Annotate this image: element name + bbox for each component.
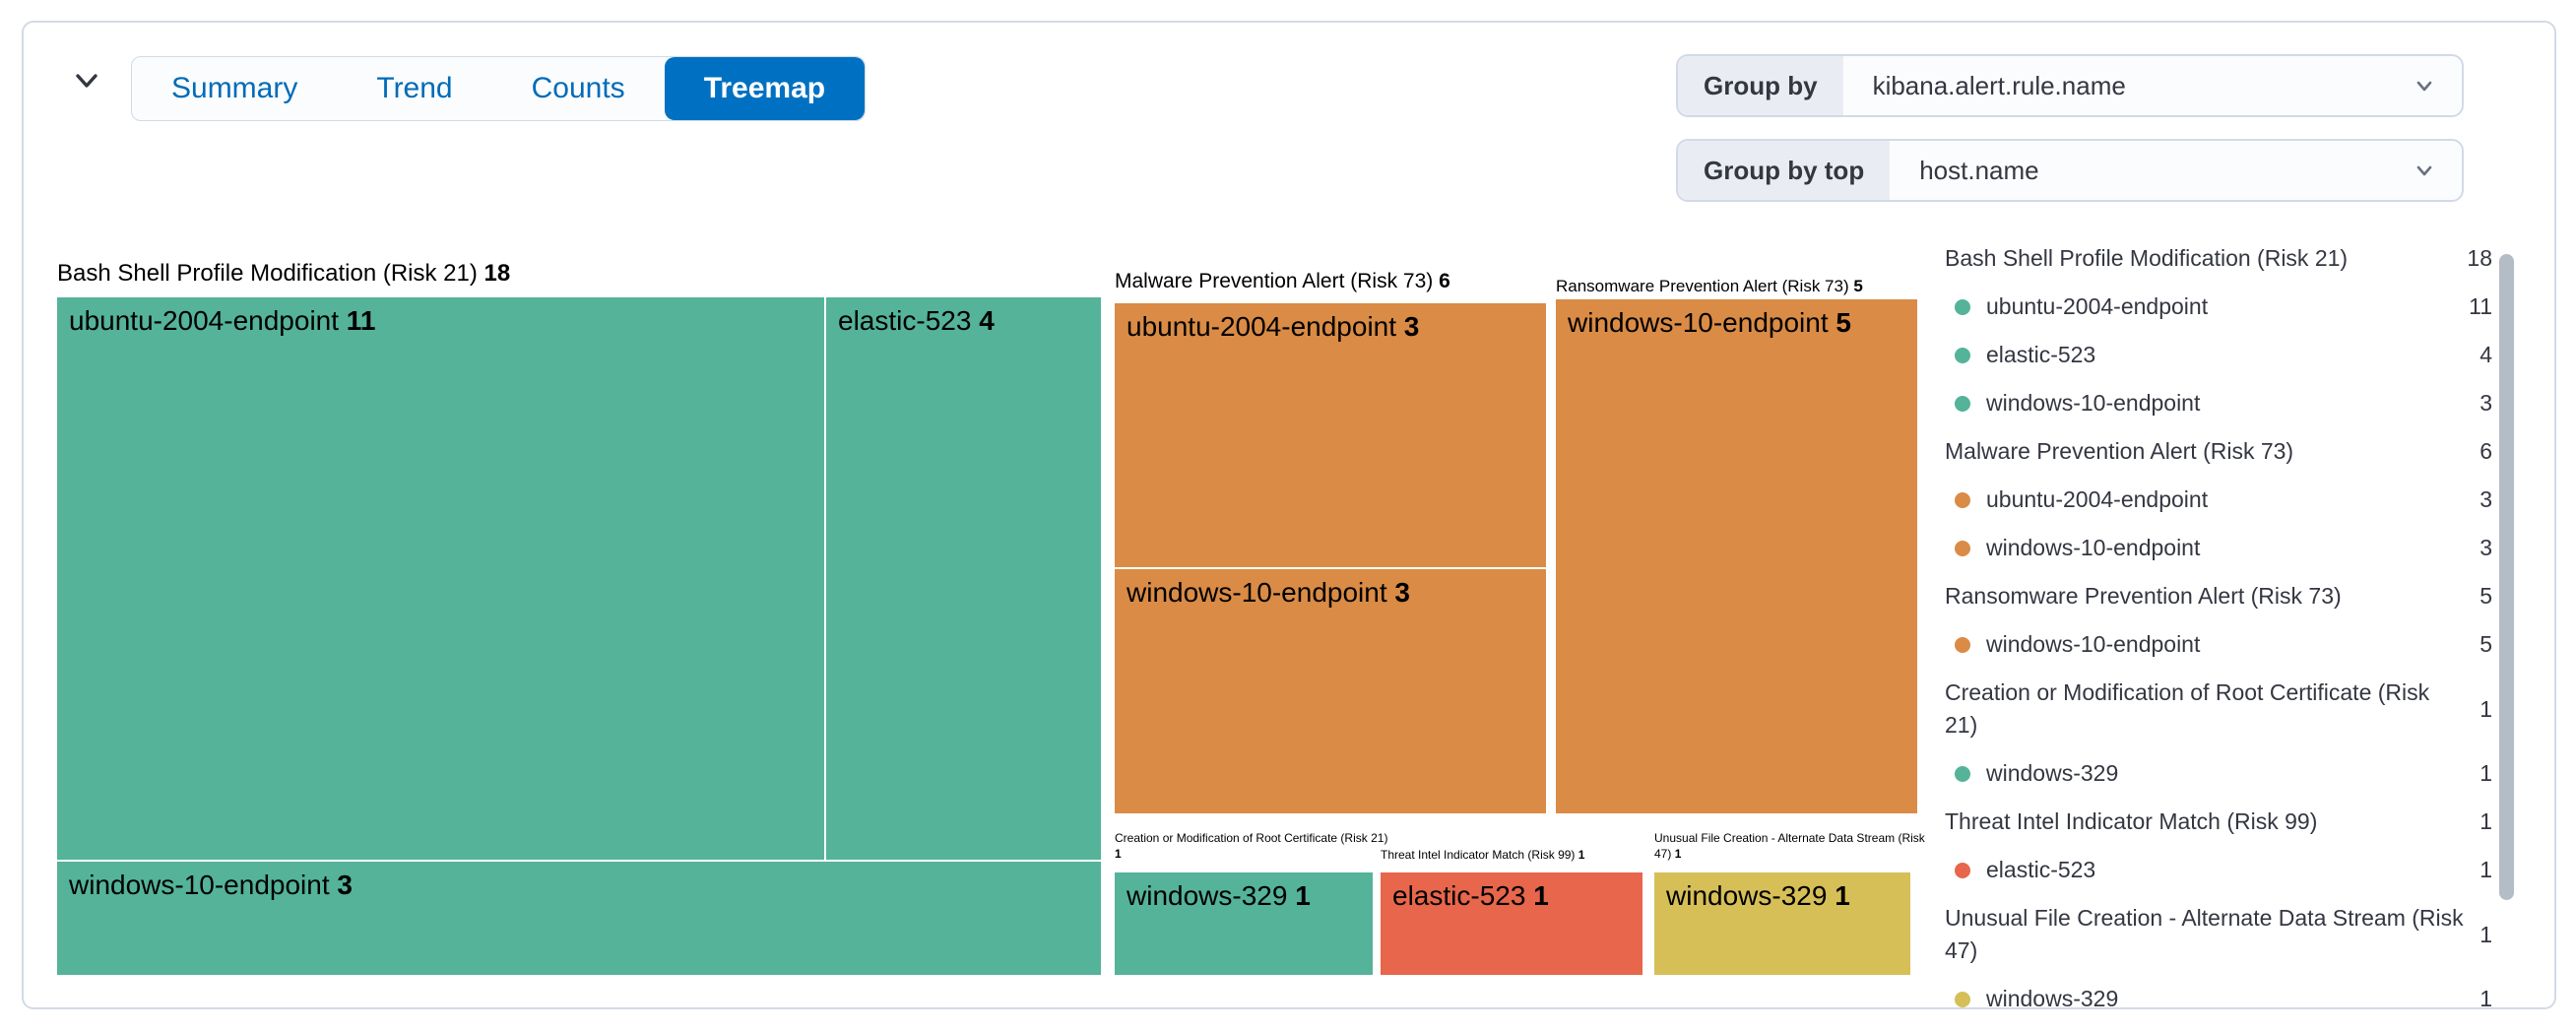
treemap-legend: Bash Shell Profile Modification (Risk 21… [1945,242,2492,1015]
legend-color-dot-icon [1955,541,1970,556]
legend-color-dot-icon [1955,992,1970,1007]
legend-count: 3 [2479,535,2492,560]
legend-color-dot-icon [1955,348,1970,363]
legend-count: 1 [2479,760,2492,786]
group-by-top-label: Group by top [1678,141,1891,200]
legend-color-dot-icon [1955,766,1970,782]
legend-host-row[interactable]: ubuntu-2004-endpoint 3 [1945,484,2492,516]
group-by-top-value: host.name [1919,155,2039,185]
legend-count: 1 [2479,921,2492,947]
legend-count: 6 [2479,438,2492,464]
legend-label: windows-10-endpoint [1986,535,2201,560]
legend-color-dot-icon [1955,299,1970,315]
treemap-cell[interactable]: windows-10-endpoint 5 [1556,299,1917,813]
tab-counts[interactable]: Counts [492,57,665,120]
legend-label: elastic-523 [1986,857,2096,882]
legend-label: windows-329 [1986,760,2119,786]
legend-label: Bash Shell Profile Modification (Risk 21… [1945,245,2349,271]
legend-host-row[interactable]: elastic-523 4 [1945,339,2492,371]
treemap-group-title: Threat Intel Indicator Match (Risk 99) 1 [1381,848,1585,862]
treemap-cell[interactable]: ubuntu-2004-endpoint 11 [57,297,824,860]
group-by-control: Group by kibana.alert.rule.name [1676,54,2464,117]
group-by-value: kibana.alert.rule.name [1872,70,2126,100]
view-tab-group: Summary Trend Counts Treemap [131,56,867,121]
treemap-group-title: Bash Shell Profile Modification (Risk 21… [57,260,511,287]
legend-count: 1 [2479,857,2492,882]
legend-count: 3 [2479,390,2492,416]
legend-label: Creation or Modification of Root Certifi… [1945,679,2430,738]
treemap-group-title: Unusual File Creation - Alternate Data S… [1654,831,1925,861]
legend-count: 3 [2479,486,2492,512]
legend-count: 11 [2469,293,2492,319]
legend-count: 18 [2467,245,2492,271]
legend-host-row[interactable]: windows-10-endpoint 3 [1945,387,2492,419]
legend-color-dot-icon [1955,492,1970,508]
legend-label: ubuntu-2004-endpoint [1986,486,2209,512]
treemap-cell[interactable]: elastic-523 1 [1381,872,1642,975]
legend-host-row[interactable]: windows-10-endpoint 5 [1945,628,2492,661]
tab-summary[interactable]: Summary [132,57,337,120]
treemap-cell[interactable]: ubuntu-2004-endpoint 3 [1115,303,1546,567]
treemap-cell[interactable]: windows-10-endpoint 3 [57,862,1101,975]
legend-label: windows-10-endpoint [1986,631,2201,657]
legend-rule-row[interactable]: Bash Shell Profile Modification (Risk 21… [1945,242,2492,275]
chevron-down-icon [76,74,97,88]
legend-rule-row[interactable]: Unusual File Creation - Alternate Data S… [1945,902,2492,967]
tab-treemap[interactable]: Treemap [664,57,866,120]
tab-trend[interactable]: Trend [337,57,491,120]
legend-rule-row[interactable]: Creation or Modification of Root Certifi… [1945,677,2492,742]
legend-host-row[interactable]: ubuntu-2004-endpoint 11 [1945,290,2492,323]
group-by-top-select[interactable]: host.name [1890,141,2462,200]
legend-label: Unusual File Creation - Alternate Data S… [1945,905,2464,963]
legend-count: 5 [2479,583,2492,609]
legend-label: elastic-523 [1986,342,2096,367]
legend-host-row[interactable]: windows-10-endpoint 3 [1945,532,2492,564]
collapse-panel-button[interactable] [63,57,110,104]
legend-count: 1 [2479,695,2492,722]
legend-label: Malware Prevention Alert (Risk 73) [1945,438,2294,464]
legend-count: 1 [2479,986,2492,1011]
legend-label: ubuntu-2004-endpoint [1986,293,2209,319]
legend-host-row[interactable]: windows-329 1 [1945,757,2492,790]
legend-label: Ransomware Prevention Alert (Risk 73) [1945,583,2342,609]
treemap-cell[interactable]: windows-10-endpoint 3 [1115,569,1546,813]
legend-color-dot-icon [1955,396,1970,412]
group-by-label: Group by [1678,56,1843,115]
treemap-group-title: Creation or Modification of Root Certifi… [1115,831,1388,861]
legend-rule-row[interactable]: Ransomware Prevention Alert (Risk 73) 5 [1945,580,2492,613]
treemap-group-title: Malware Prevention Alert (Risk 73) 6 [1115,270,1450,292]
legend-label: windows-329 [1986,986,2119,1011]
legend-scrollbar-thumb[interactable] [2499,254,2514,900]
legend-label: Threat Intel Indicator Match (Risk 99) [1945,808,2318,834]
legend-label: windows-10-endpoint [1986,390,2201,416]
legend-count: 5 [2479,631,2492,657]
treemap-cell[interactable]: windows-329 1 [1115,872,1373,975]
chevron-down-icon [2416,165,2432,176]
legend-count: 1 [2479,808,2492,834]
legend-color-dot-icon [1955,863,1970,878]
legend-rule-row[interactable]: Malware Prevention Alert (Risk 73) 6 [1945,435,2492,468]
legend-count: 4 [2479,342,2492,367]
legend-host-row[interactable]: elastic-523 1 [1945,854,2492,886]
legend-rule-row[interactable]: Threat Intel Indicator Match (Risk 99) 1 [1945,806,2492,838]
legend-host-row[interactable]: windows-329 1 [1945,983,2492,1015]
treemap-cell[interactable]: windows-329 1 [1654,872,1910,975]
chevron-down-icon [2416,81,2432,92]
legend-color-dot-icon [1955,637,1970,653]
treemap-cell[interactable]: elastic-523 4 [826,297,1101,860]
group-by-top-control: Group by top host.name [1676,139,2464,202]
group-by-select[interactable]: kibana.alert.rule.name [1843,56,2462,115]
treemap-group-title: Ransomware Prevention Alert (Risk 73) 5 [1556,277,1863,295]
